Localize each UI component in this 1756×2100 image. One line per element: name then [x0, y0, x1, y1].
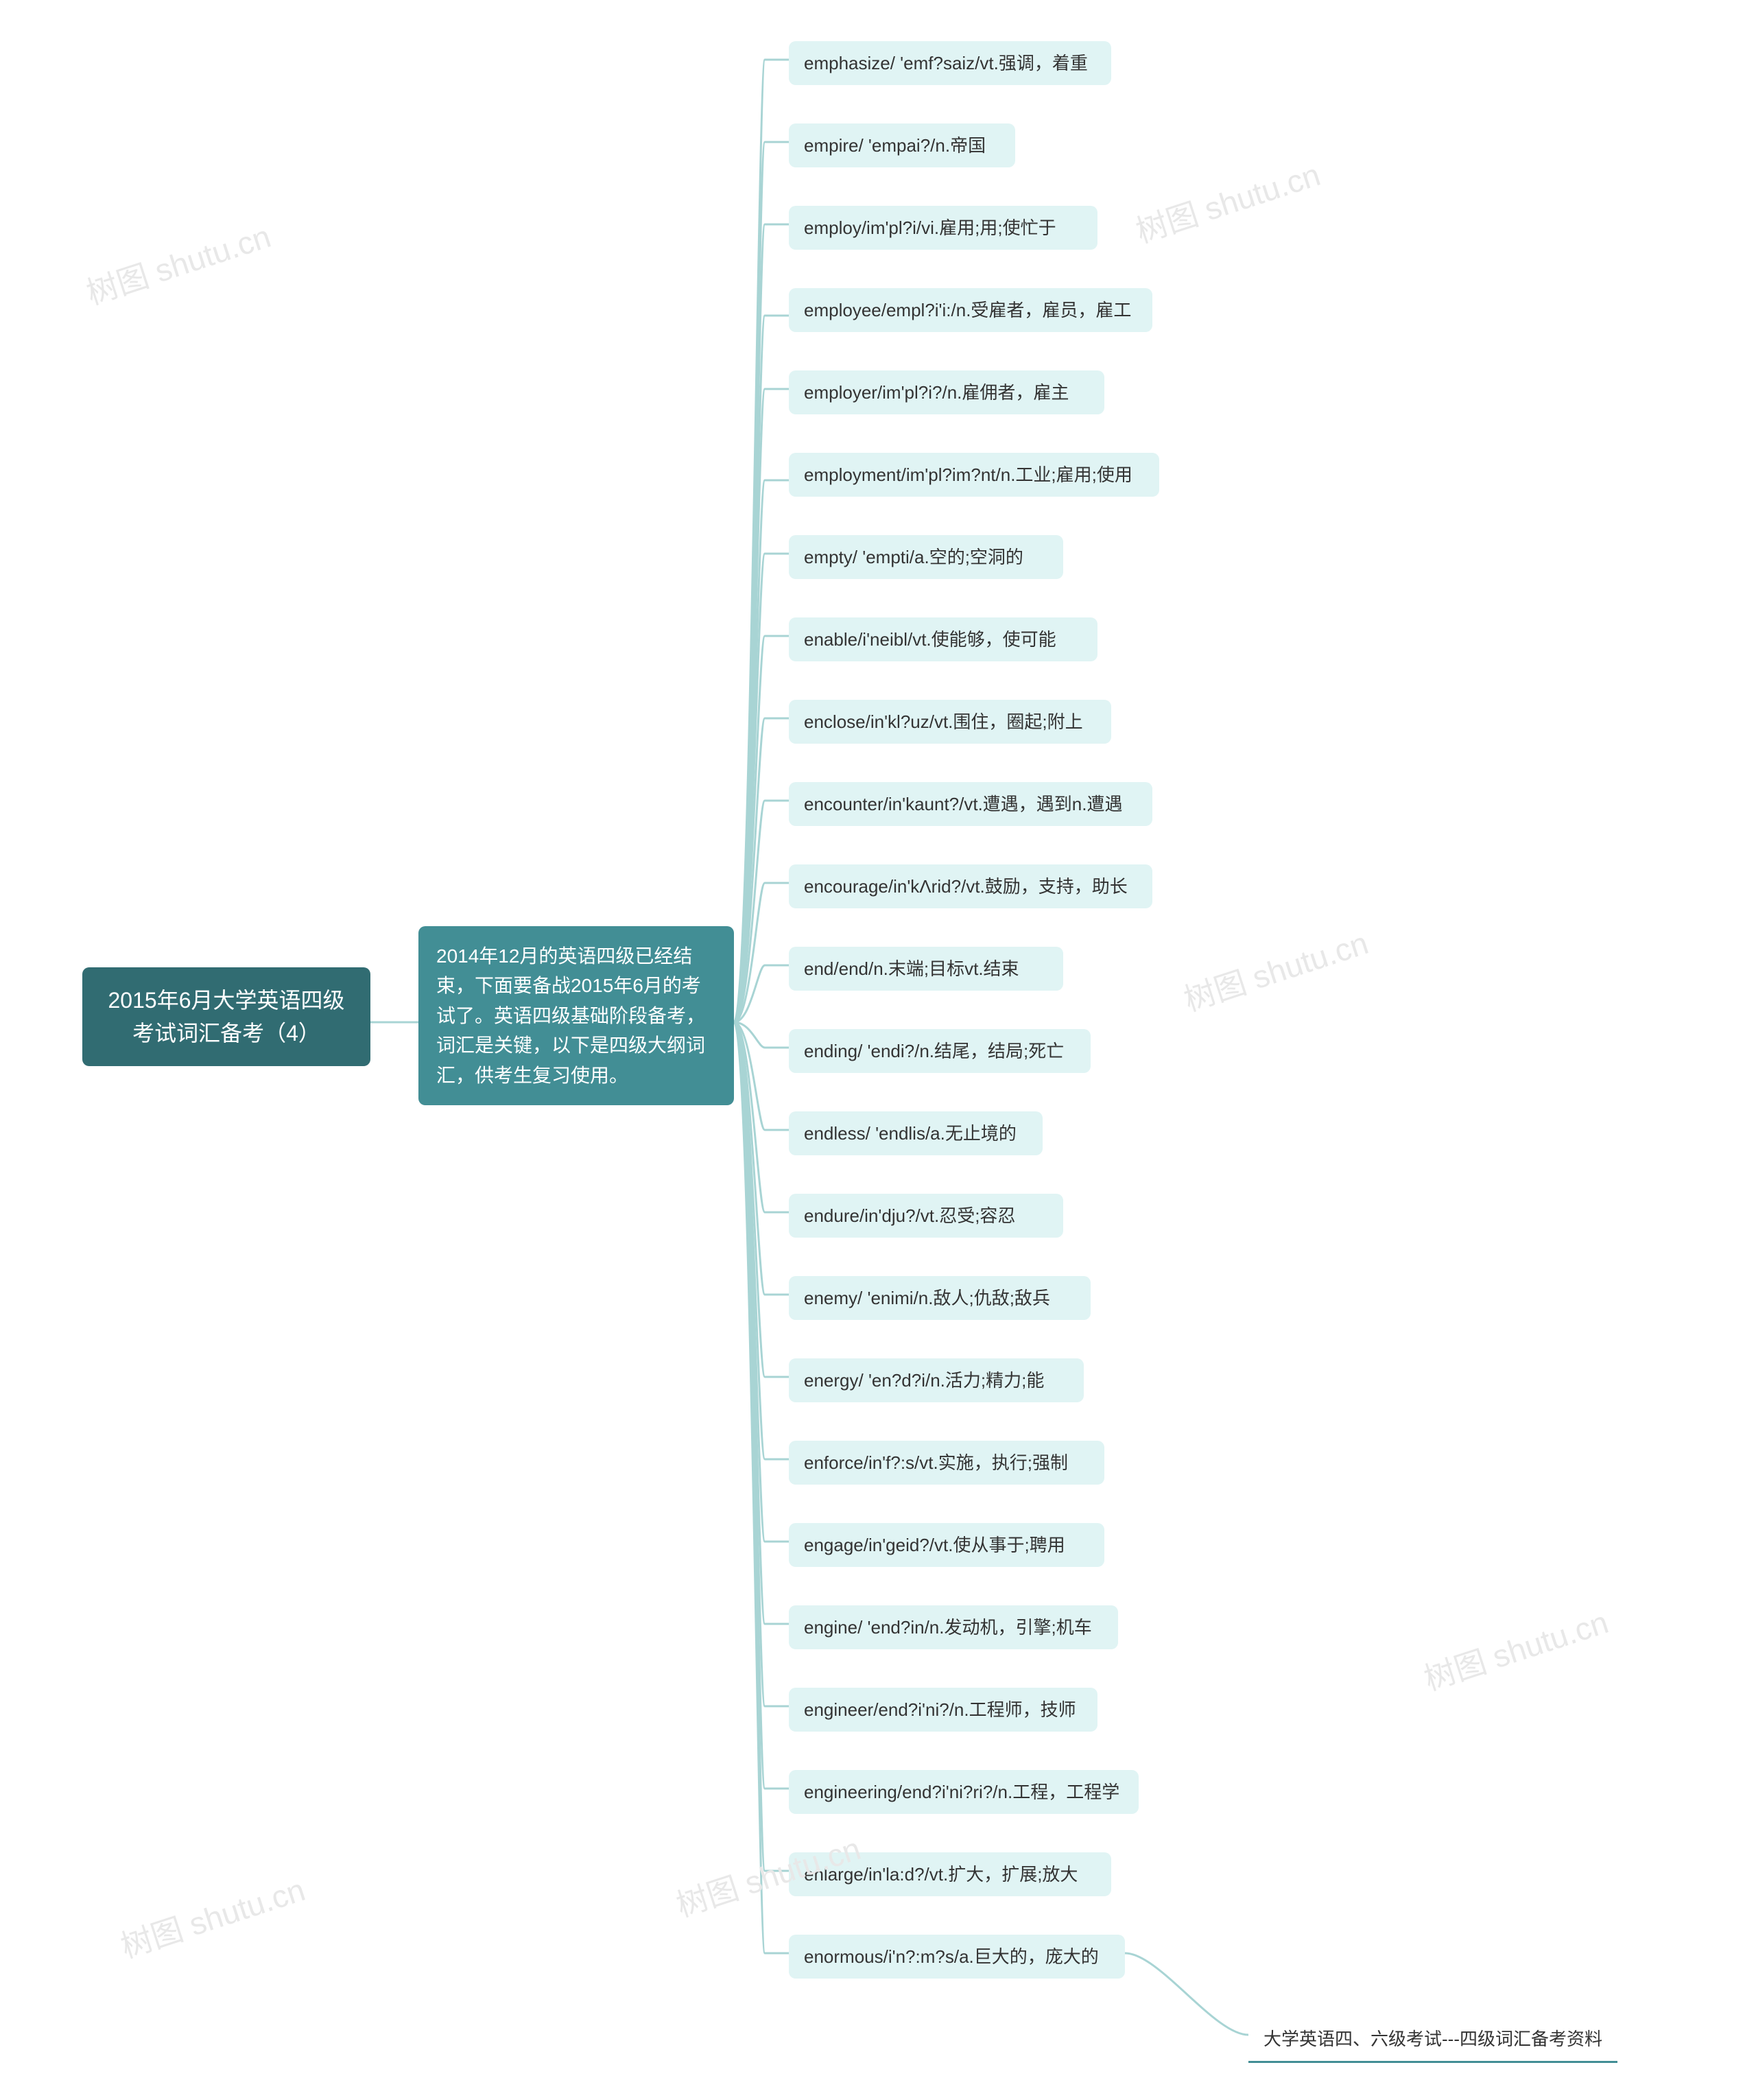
leaf-label: engineer/end?i'ni?/n.工程师，技师 — [804, 1697, 1076, 1722]
leaf-label: empty/ 'empti/a.空的;空洞的 — [804, 545, 1023, 569]
leaf-node: enclose/in'kl?uz/vt.围住，圈起;附上 — [789, 700, 1111, 744]
leaf-node: employee/empl?i'i:/n.受雇者，雇员，雇工 — [789, 288, 1152, 332]
leaf-node: enable/i'neibl/vt.使能够，使可能 — [789, 617, 1098, 661]
leaf-node: energy/ 'en?d?i/n.活力;精力;能 — [789, 1358, 1084, 1402]
leaf-node: engine/ 'end?in/n.发动机，引擎;机车 — [789, 1605, 1118, 1649]
leaf-node: enemy/ 'enimi/n.敌人;仇敌;敌兵 — [789, 1276, 1091, 1320]
leaf-label: engineering/end?i'ni?ri?/n.工程，工程学 — [804, 1780, 1119, 1804]
leaf-label: energy/ 'en?d?i/n.活力;精力;能 — [804, 1368, 1044, 1393]
leaf-label: enforce/in'f?:s/vt.实施，执行;强制 — [804, 1450, 1068, 1475]
watermark-text: 树图 shutu.cn — [1180, 925, 1373, 1018]
leaf-label: enormous/i'n?:m?s/a.巨大的，庞大的 — [804, 1944, 1099, 1969]
watermark: 树图 shutu.cn — [1130, 150, 1325, 252]
intro-text: 2014年12月的英语四级已经结束，下面要备战2015年6月的考试了。英语四级基… — [436, 945, 705, 1086]
leaf-node: engage/in'geid?/vt.使从事于;聘用 — [789, 1523, 1104, 1567]
leaf-node: employer/im'pl?i?/n.雇佣者，雇主 — [789, 370, 1104, 414]
watermark-text: 树图 shutu.cn — [1420, 1604, 1613, 1697]
leaf-label: employment/im'pl?im?nt/n.工业;雇用;使用 — [804, 462, 1132, 487]
leaf-node: endure/in'dju?/vt.忍受;容忍 — [789, 1194, 1063, 1238]
leaf-node: employ/im'pl?i/vi.雇用;用;使忙于 — [789, 206, 1098, 250]
watermark-text: 树图 shutu.cn — [82, 218, 275, 311]
root-node: 2015年6月大学英语四级考试词汇备考（4） — [82, 967, 370, 1066]
leaf-label: employ/im'pl?i/vi.雇用;用;使忙于 — [804, 215, 1056, 240]
leaf-label: engine/ 'end?in/n.发动机，引擎;机车 — [804, 1615, 1092, 1640]
leaf-label: enlarge/in'la:d?/vt.扩大，扩展;放大 — [804, 1862, 1078, 1887]
leaf-label: enclose/in'kl?uz/vt.围住，圈起;附上 — [804, 709, 1083, 734]
leaf-label: employer/im'pl?i?/n.雇佣者，雇主 — [804, 380, 1069, 405]
leaf-node: enforce/in'f?:s/vt.实施，执行;强制 — [789, 1441, 1104, 1485]
watermark: 树图 shutu.cn — [80, 212, 276, 314]
leaf-node: end/end/n.末端;目标vt.结束 — [789, 947, 1063, 991]
watermark: 树图 shutu.cn — [115, 1865, 310, 1968]
leaf-label: ending/ 'endi?/n.结尾，结局;死亡 — [804, 1039, 1064, 1063]
leaf-label: engage/in'geid?/vt.使从事于;聘用 — [804, 1533, 1065, 1557]
leaf-label: encourage/in'kΛrid?/vt.鼓励，支持，助长 — [804, 874, 1128, 899]
leaf-label: encounter/in'kaunt?/vt.遭遇，遇到n.遭遇 — [804, 792, 1122, 816]
leaf-label: enemy/ 'enimi/n.敌人;仇敌;敌兵 — [804, 1286, 1050, 1310]
leaf-node: encourage/in'kΛrid?/vt.鼓励，支持，助长 — [789, 864, 1152, 908]
tail-label: 大学英语四、六级考试---四级词汇备考资料 — [1263, 2029, 1602, 2049]
leaf-node: empty/ 'empti/a.空的;空洞的 — [789, 535, 1063, 579]
leaf-label: enable/i'neibl/vt.使能够，使可能 — [804, 627, 1056, 652]
leaf-node: employment/im'pl?im?nt/n.工业;雇用;使用 — [789, 453, 1159, 497]
leaf-label: end/end/n.末端;目标vt.结束 — [804, 956, 1019, 981]
watermark: 树图 shutu.cn — [1418, 1598, 1613, 1700]
leaf-node: enormous/i'n?:m?s/a.巨大的，庞大的 — [789, 1935, 1125, 1979]
intro-node: 2014年12月的英语四级已经结束，下面要备战2015年6月的考试了。英语四级基… — [418, 926, 734, 1105]
leaf-label: employee/empl?i'i:/n.受雇者，雇员，雇工 — [804, 298, 1131, 322]
leaf-label: emphasize/ 'emf?saiz/vt.强调，着重 — [804, 51, 1088, 75]
leaf-node: encounter/in'kaunt?/vt.遭遇，遇到n.遭遇 — [789, 782, 1152, 826]
leaf-node: empire/ 'empai?/n.帝国 — [789, 123, 1015, 167]
leaf-node: enlarge/in'la:d?/vt.扩大，扩展;放大 — [789, 1852, 1111, 1896]
root-title: 2015年6月大学英语四级考试词汇备考（4） — [108, 988, 345, 1046]
watermark-text: 树图 shutu.cn — [1132, 156, 1325, 250]
leaf-label: endure/in'dju?/vt.忍受;容忍 — [804, 1203, 1015, 1228]
watermark: 树图 shutu.cn — [1178, 919, 1373, 1021]
leaf-node: endless/ 'endlis/a.无止境的 — [789, 1111, 1043, 1155]
leaf-label: endless/ 'endlis/a.无止境的 — [804, 1121, 1017, 1146]
leaf-node: emphasize/ 'emf?saiz/vt.强调，着重 — [789, 41, 1111, 85]
tail-node: 大学英语四、六级考试---四级词汇备考资料 — [1248, 2017, 1617, 2063]
leaf-node: engineer/end?i'ni?/n.工程师，技师 — [789, 1688, 1098, 1732]
leaf-label: empire/ 'empai?/n.帝国 — [804, 133, 986, 158]
leaf-node: engineering/end?i'ni?ri?/n.工程，工程学 — [789, 1770, 1139, 1814]
watermark-text: 树图 shutu.cn — [117, 1872, 309, 1965]
leaf-node: ending/ 'endi?/n.结尾，结局;死亡 — [789, 1029, 1091, 1073]
